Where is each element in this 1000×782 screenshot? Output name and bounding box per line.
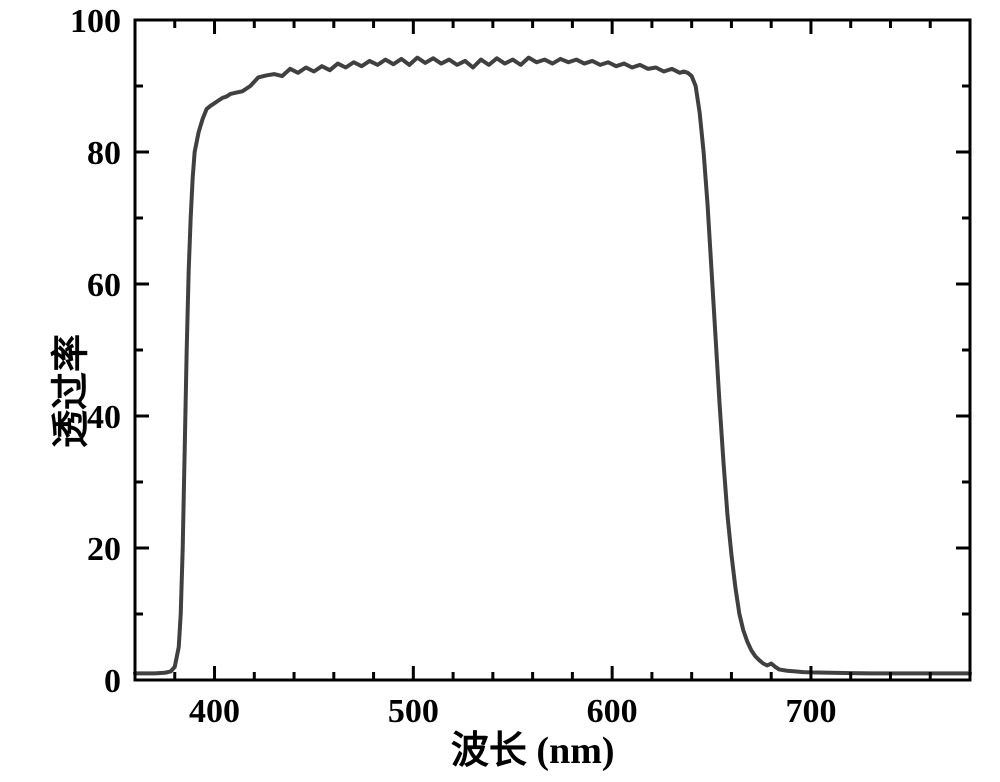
x-tick-label: 400 xyxy=(189,693,240,730)
y-axis-label: 透过率 xyxy=(40,334,95,448)
x-axis-label: 波长 (nm) xyxy=(451,719,615,774)
y-tick-label: 80 xyxy=(87,135,121,172)
y-tick-label: 60 xyxy=(87,267,121,304)
y-tick-label: 0 xyxy=(104,663,121,700)
x-tick-label: 500 xyxy=(388,693,439,730)
x-tick-label: 700 xyxy=(785,693,836,730)
y-tick-label: 100 xyxy=(70,3,121,40)
line-chart: 400500600700020406080100 xyxy=(0,0,1000,782)
y-tick-label: 20 xyxy=(87,531,121,568)
chart-container: 400500600700020406080100 透过率 波长 (nm) xyxy=(0,0,1000,782)
